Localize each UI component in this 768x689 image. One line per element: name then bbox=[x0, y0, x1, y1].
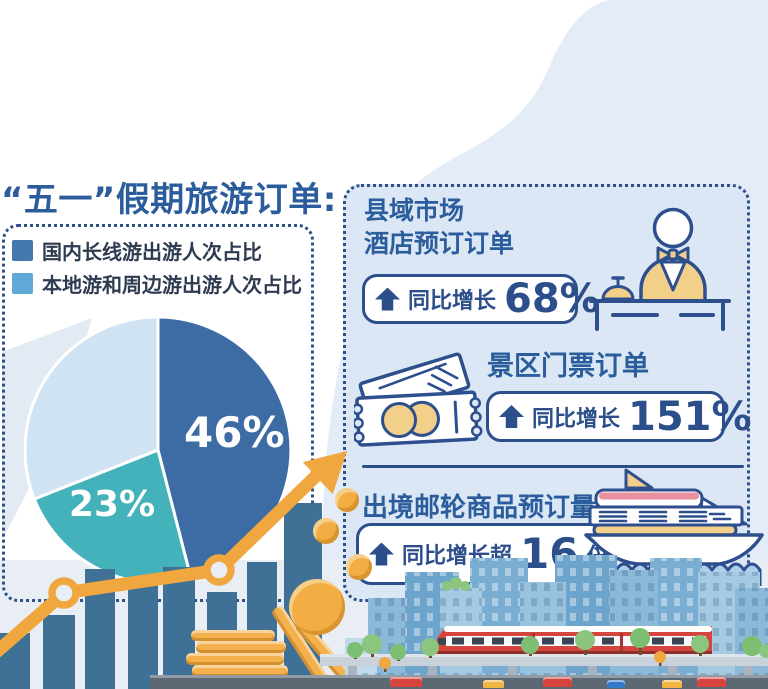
vehicle-car bbox=[607, 680, 625, 688]
gold-coin bbox=[289, 579, 345, 635]
decor-bar bbox=[43, 615, 75, 689]
tickets-icon bbox=[354, 352, 483, 447]
panel-title-line: 县域市场 bbox=[364, 196, 465, 225]
page-title: “五一”假期旅游订单: bbox=[1, 180, 337, 220]
coin-stack-layer bbox=[196, 641, 286, 653]
decor-bar bbox=[128, 585, 158, 689]
legend-label: 国内长线游出游人次占比 bbox=[42, 240, 262, 264]
panel-title-tickets: 景区门票订单 bbox=[487, 351, 649, 382]
legend-label: 本地游和周边游出游人次占比 bbox=[42, 273, 302, 297]
legend-item-local-nearby: 本地游和周边游出游人次占比 bbox=[12, 269, 302, 298]
metric-prefix: 同比增长 bbox=[408, 289, 497, 314]
panel-title-cruise: 出境邮轮商品预订量 bbox=[362, 493, 597, 523]
metric-pill-hotel: 同比增长 68% bbox=[362, 274, 600, 324]
metric-value: 68% bbox=[504, 276, 600, 322]
up-arrow-icon bbox=[375, 287, 400, 311]
legend-swatch-dark-blue bbox=[12, 240, 33, 261]
legend-swatch-light-blue bbox=[12, 273, 33, 294]
up-arrow-icon bbox=[499, 405, 524, 428]
coin-stack-layer bbox=[186, 653, 284, 665]
cruise-ship-icon bbox=[582, 468, 764, 586]
gold-coin bbox=[313, 518, 339, 544]
city-skyline-scene bbox=[320, 555, 768, 689]
metric-pill-tickets: 同比增长 151% bbox=[486, 391, 752, 442]
gold-coin bbox=[335, 488, 359, 512]
decor-bar bbox=[85, 569, 115, 689]
train bbox=[434, 626, 712, 654]
pie-label-23: 23% bbox=[68, 484, 156, 525]
trees bbox=[347, 628, 768, 672]
legend-item-domestic-long: 国内长线游出游人次占比 bbox=[12, 236, 262, 265]
panel-title-county-hotel: 县域市场 酒店预订订单 bbox=[364, 194, 514, 260]
panel-title-line: 酒店预订订单 bbox=[364, 229, 515, 258]
coin-stack-layer bbox=[191, 630, 275, 641]
vehicle-bus bbox=[390, 677, 422, 687]
vehicle-car bbox=[483, 680, 504, 688]
buildings bbox=[345, 555, 768, 689]
gold-coin bbox=[346, 554, 372, 580]
coin-stack-layer bbox=[192, 665, 288, 677]
vehicle-car bbox=[662, 680, 682, 688]
metric-prefix: 同比增长 bbox=[532, 406, 621, 432]
decor-bar bbox=[0, 633, 30, 689]
pie-label-46: 46% bbox=[184, 408, 285, 457]
vehicle-bus bbox=[697, 677, 726, 687]
metric-value: 151% bbox=[628, 393, 752, 440]
concierge-desk-icon bbox=[589, 207, 731, 331]
decor-bar bbox=[163, 567, 195, 689]
section-divider bbox=[362, 465, 744, 468]
vehicle-bus bbox=[543, 677, 572, 687]
